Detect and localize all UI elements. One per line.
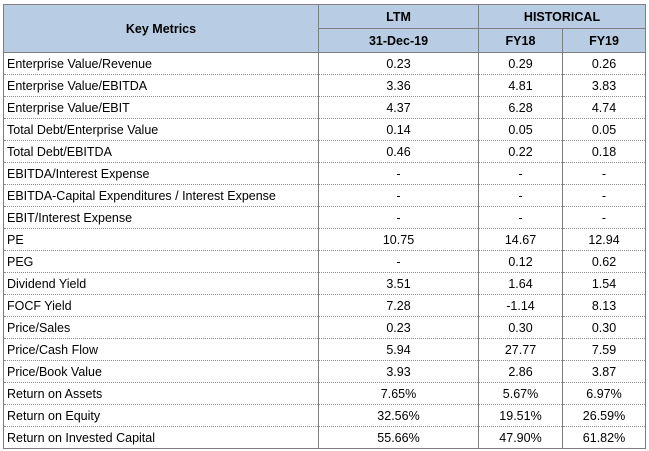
key-metrics-header: Key Metrics: [3, 4, 319, 53]
ltm-value-cell: -: [318, 162, 479, 185]
table-row: Total Debt/Enterprise Value 0.14 0.05 0.05: [3, 118, 647, 141]
fy18-value-cell: 27.77: [478, 338, 563, 361]
metric-cell: PE: [3, 228, 319, 251]
table-row: Enterprise Value/EBITDA 3.36 4.81 3.83: [3, 74, 647, 97]
fy19-value-cell: 6.97%: [561, 382, 647, 405]
table-row: Price/Sales 0.23 0.30 0.30: [3, 316, 647, 339]
ltm-value-cell: -: [318, 206, 479, 229]
fy18-value-cell: 0.05: [478, 118, 563, 141]
metric-cell: Price/Book Value: [3, 360, 319, 383]
metric-cell: Return on Invested Capital: [3, 426, 319, 449]
metric-cell: EBITDA-Capital Expenditures / Interest E…: [3, 184, 319, 207]
metric-cell: Total Debt/Enterprise Value: [3, 118, 319, 141]
fy19-value-cell: 7.59: [561, 338, 647, 361]
ltm-value-cell: 3.93: [318, 360, 479, 383]
fy19-value-cell: 0.62: [561, 250, 647, 273]
table-row: Price/Cash Flow 5.94 27.77 7.59: [3, 338, 647, 361]
fy18-value-cell: 0.22: [478, 140, 563, 163]
ltm-value-cell: 0.23: [318, 316, 479, 339]
table-row: Enterprise Value/EBIT 4.37 6.28 4.74: [3, 96, 647, 119]
ltm-value-cell: 0.23: [318, 52, 479, 75]
metric-cell: Price/Cash Flow: [3, 338, 319, 361]
fy18-value-cell: -: [478, 162, 563, 185]
metric-cell: Enterprise Value/EBIT: [3, 96, 319, 119]
fy19-header: FY19: [561, 28, 647, 53]
ltm-value-cell: 32.56%: [318, 404, 479, 427]
fy19-value-cell: 61.82%: [561, 426, 647, 449]
metric-cell: PEG: [3, 250, 319, 273]
ltm-value-cell: 5.94: [318, 338, 479, 361]
fy18-value-cell: 1.64: [478, 272, 563, 295]
table-row: Dividend Yield 3.51 1.64 1.54: [3, 272, 647, 295]
fy19-value-cell: 0.05: [561, 118, 647, 141]
metric-cell: Total Debt/EBITDA: [3, 140, 319, 163]
ltm-value-cell: 3.51: [318, 272, 479, 295]
metric-cell: Price/Sales: [3, 316, 319, 339]
fy18-value-cell: -1.14: [478, 294, 563, 317]
fy18-value-cell: 0.12: [478, 250, 563, 273]
table-row: Return on Invested Capital 55.66% 47.90% 61…: [3, 426, 647, 449]
table-row: Return on Equity 32.56% 19.51% 26.59%: [3, 404, 647, 427]
ltm-value-cell: -: [318, 184, 479, 207]
fy19-value-cell: 8.13: [561, 294, 647, 317]
key-metrics-table: Key Metrics LTM HISTORICAL 31-Dec-19 FY1…: [3, 4, 647, 449]
table-row: EBITDA-Capital Expenditures / Interest E…: [3, 184, 647, 207]
fy19-value-cell: -: [561, 206, 647, 229]
table-row: FOCF Yield 7.28 -1.14 8.13: [3, 294, 647, 317]
fy18-header: FY18: [478, 28, 563, 53]
ltm-value-cell: 55.66%: [318, 426, 479, 449]
fy18-value-cell: 6.28: [478, 96, 563, 119]
ltm-header: LTM: [318, 4, 479, 29]
metric-cell: Return on Assets: [3, 382, 319, 405]
fy18-value-cell: 0.29: [478, 52, 563, 75]
fy18-value-cell: 4.81: [478, 74, 563, 97]
ltm-value-cell: -: [318, 250, 479, 273]
fy18-value-cell: -: [478, 206, 563, 229]
fy18-value-cell: 5.67%: [478, 382, 563, 405]
ltm-value-cell: 10.75: [318, 228, 479, 251]
fy19-value-cell: 4.74: [561, 96, 647, 119]
table-row: EBITDA/Interest Expense - - -: [3, 162, 647, 185]
fy19-value-cell: 0.18: [561, 140, 647, 163]
ltm-value-cell: 3.36: [318, 74, 479, 97]
fy18-value-cell: 0.30: [478, 316, 563, 339]
table-row: Price/Book Value 3.93 2.86 3.87: [3, 360, 647, 383]
metric-cell: EBIT/Interest Expense: [3, 206, 319, 229]
metric-cell: Enterprise Value/EBITDA: [3, 74, 319, 97]
fy19-value-cell: 26.59%: [561, 404, 647, 427]
ltm-value-cell: 0.14: [318, 118, 479, 141]
fy19-value-cell: 12.94: [561, 228, 647, 251]
table-row: Total Debt/EBITDA 0.46 0.22 0.18: [3, 140, 647, 163]
ltm-value-cell: 0.46: [318, 140, 479, 163]
table-row: PEG -0.12 0.62: [3, 250, 647, 273]
metric-cell: FOCF Yield: [3, 294, 319, 317]
ltm-value-cell: 7.28: [318, 294, 479, 317]
metric-cell: EBITDA/Interest Expense: [3, 162, 319, 185]
fy19-value-cell: -: [561, 162, 647, 185]
table-header: Key Metrics LTM HISTORICAL 31-Dec-19 FY1…: [3, 4, 647, 53]
fy18-value-cell: 14.67: [478, 228, 563, 251]
fy18-value-cell: 19.51%: [478, 404, 563, 427]
fy18-value-cell: 47.90%: [478, 426, 563, 449]
fy18-value-cell: 2.86: [478, 360, 563, 383]
fy19-value-cell: 0.30: [561, 316, 647, 339]
table-body: Enterprise Value/Revenue 0.23 0.29 0.26 Ente…: [3, 52, 647, 449]
fy19-value-cell: 3.87: [561, 360, 647, 383]
ltm-date-header: 31-Dec-19: [318, 28, 479, 53]
fy19-value-cell: 1.54: [561, 272, 647, 295]
table-row: PE 10.75 14.67 12.94: [3, 228, 647, 251]
fy19-value-cell: 0.26: [561, 52, 647, 75]
table-row: Return on Assets 7.65% 5.67% 6.97%: [3, 382, 647, 405]
table-row: EBIT/Interest Expense - - -: [3, 206, 647, 229]
fy19-value-cell: 3.83: [561, 74, 647, 97]
metric-cell: Enterprise Value/Revenue: [3, 52, 319, 75]
metric-cell: Return on Equity: [3, 404, 319, 427]
table-row: Enterprise Value/Revenue 0.23 0.29 0.26: [3, 52, 647, 75]
ltm-value-cell: 7.65%: [318, 382, 479, 405]
metric-cell: Dividend Yield: [3, 272, 319, 295]
historical-header: HISTORICAL: [477, 4, 647, 29]
fy19-value-cell: -: [561, 184, 647, 207]
fy18-value-cell: -: [478, 184, 563, 207]
ltm-value-cell: 4.37: [318, 96, 479, 119]
